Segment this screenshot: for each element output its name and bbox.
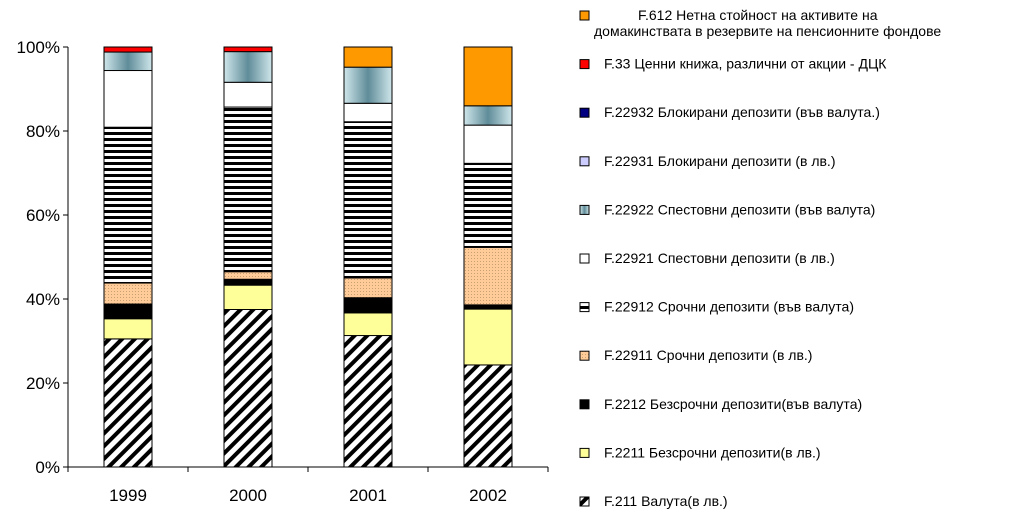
legend-label: F.22911 Срочни депозити (в лв.) [604,347,812,363]
legend-swatch [579,447,590,458]
y-tick-label: 20% [26,374,60,393]
y-ticks: 0% 20% 40% 60% 80% 100% [17,38,68,477]
bar-segment-4-2001 [343,121,393,279]
legend-swatch [579,399,590,410]
x-tick-label: 2002 [469,486,507,505]
bar-segment-6-2002 [463,105,513,126]
legend-label: F.2212 Безсрочни депозити(във валута) [604,396,862,412]
bar-segment-2-2001 [343,297,393,314]
legend-swatch [579,496,590,507]
legend-label: F.2211 Безсрочни депозити(в лв.) [604,444,821,460]
bar-segment-5-2002 [463,124,513,164]
legend-swatch [579,107,590,118]
y-tick-label: 100% [17,38,60,57]
x-tick-label: 2000 [229,486,267,505]
legend: F.211 Валута(в лв.) F.2211 Безсрочни депо… [579,7,941,509]
bar-segment-6-2001 [343,66,393,104]
y-tick-label: 0% [35,458,60,477]
bar-segment-4-2002 [463,162,513,248]
bar-segment-0-2002 [463,364,513,468]
x-ticks: 1999 2000 2001 2002 [67,467,549,505]
bar-segment-1-1999 [103,318,153,340]
legend-label: F.22932 Блокирани депозити (във валута.) [604,104,880,120]
y-axis: 0% 20% 40% 60% 80% 100% [17,38,69,477]
bar-segment-6-1999 [103,51,153,72]
bar-segment-3-1999 [103,282,153,305]
bar-segment-3-2002 [463,246,513,306]
bar-segment-5-2000 [223,81,273,108]
legend-swatch [579,350,590,361]
legend-swatch [579,302,590,313]
bar-segment-10-2002 [463,46,513,107]
legend-label: F.211 Валута(в лв.) [604,493,728,509]
bar-segment-2-1999 [103,303,153,320]
bar-segment-10-2001 [343,46,393,68]
bar-segment-1-2000 [223,284,273,311]
bar-segment-5-1999 [103,70,153,128]
y-tick-label: 80% [26,122,60,141]
bar-segment-9-2000 [223,46,273,53]
bars [103,46,513,468]
bar-segment-1-2001 [343,312,393,337]
bar-segment-5-2001 [343,102,393,123]
legend-swatch [579,204,590,215]
legend-label: F.22921 Спестовни депозити (в лв.) [604,250,835,266]
legend-swatch [579,156,590,167]
x-tick-label: 2001 [349,486,387,505]
bar-segment-4-1999 [103,126,153,284]
legend-label: F.33 Ценни книжа, различни от акции - ДЦ… [604,56,887,72]
bar-segment-2-2000 [223,278,273,286]
x-axis: 1999 2000 2001 2002 [67,466,549,505]
bar-segment-1-2002 [463,308,513,366]
legend-label: F.22912 Срочни депозити (във валута) [604,299,854,315]
legend-label: F.22931 Блокирани депозити (в лв.) [604,153,836,169]
legend-label-line2: домакинствата в резервите на пенсионните… [594,23,941,39]
bar-segment-3-2001 [343,277,393,299]
bar-segment-0-2001 [343,335,393,468]
x-tick-label: 1999 [109,486,147,505]
y-tick-label: 60% [26,206,60,225]
bar-segment-0-1999 [103,338,153,468]
legend-swatch [579,10,590,21]
bar-segment-2-2002 [463,304,513,310]
legend-label: F.612 Нетна стойност на активите на [638,7,878,23]
legend-label: F.22922 Спестовни депозити (във валута) [604,201,875,217]
bar-segment-9-1999 [103,46,153,53]
y-tick-label: 40% [26,290,60,309]
bar-segment-3-2000 [223,271,273,280]
bar-segment-0-2000 [223,309,273,468]
bar-segment-4-2000 [223,106,273,273]
legend-swatch [579,253,590,264]
legend-swatch [579,59,590,70]
bar-segment-6-2000 [223,51,273,83]
